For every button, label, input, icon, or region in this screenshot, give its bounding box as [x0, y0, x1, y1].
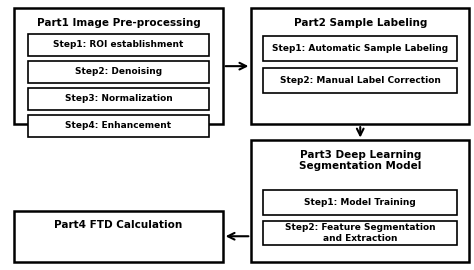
Bar [28, 61, 209, 83]
Text: Step1: Automatic Sample Labeling: Step1: Automatic Sample Labeling [272, 44, 448, 53]
Text: Step1: Model Training: Step1: Model Training [304, 198, 416, 207]
Text: Step3: Normalization: Step3: Normalization [64, 94, 173, 103]
Bar [263, 36, 457, 61]
Bar [14, 8, 223, 124]
Text: Step2: Feature Segmentation
and Extraction: Step2: Feature Segmentation and Extracti… [285, 223, 436, 243]
Text: Step1: ROI establishment: Step1: ROI establishment [53, 40, 184, 49]
Text: Step2: Manual Label Correction: Step2: Manual Label Correction [280, 76, 441, 85]
Bar [263, 68, 457, 93]
Bar [28, 88, 209, 110]
Text: Step4: Enhancement: Step4: Enhancement [65, 121, 172, 130]
Bar [28, 34, 209, 56]
Bar [263, 190, 457, 215]
Text: Part3 Deep Learning
Segmentation Model: Part3 Deep Learning Segmentation Model [299, 150, 421, 171]
Bar [14, 211, 223, 262]
Text: Part4 FTD Calculation: Part4 FTD Calculation [55, 220, 182, 230]
Text: Part2 Sample Labeling: Part2 Sample Labeling [293, 18, 427, 28]
Bar [263, 221, 457, 245]
Text: Part1 Image Pre-processing: Part1 Image Pre-processing [36, 18, 201, 28]
Bar [28, 115, 209, 137]
Bar [251, 140, 469, 262]
Text: Step2: Denoising: Step2: Denoising [75, 67, 162, 76]
Bar [251, 8, 469, 124]
